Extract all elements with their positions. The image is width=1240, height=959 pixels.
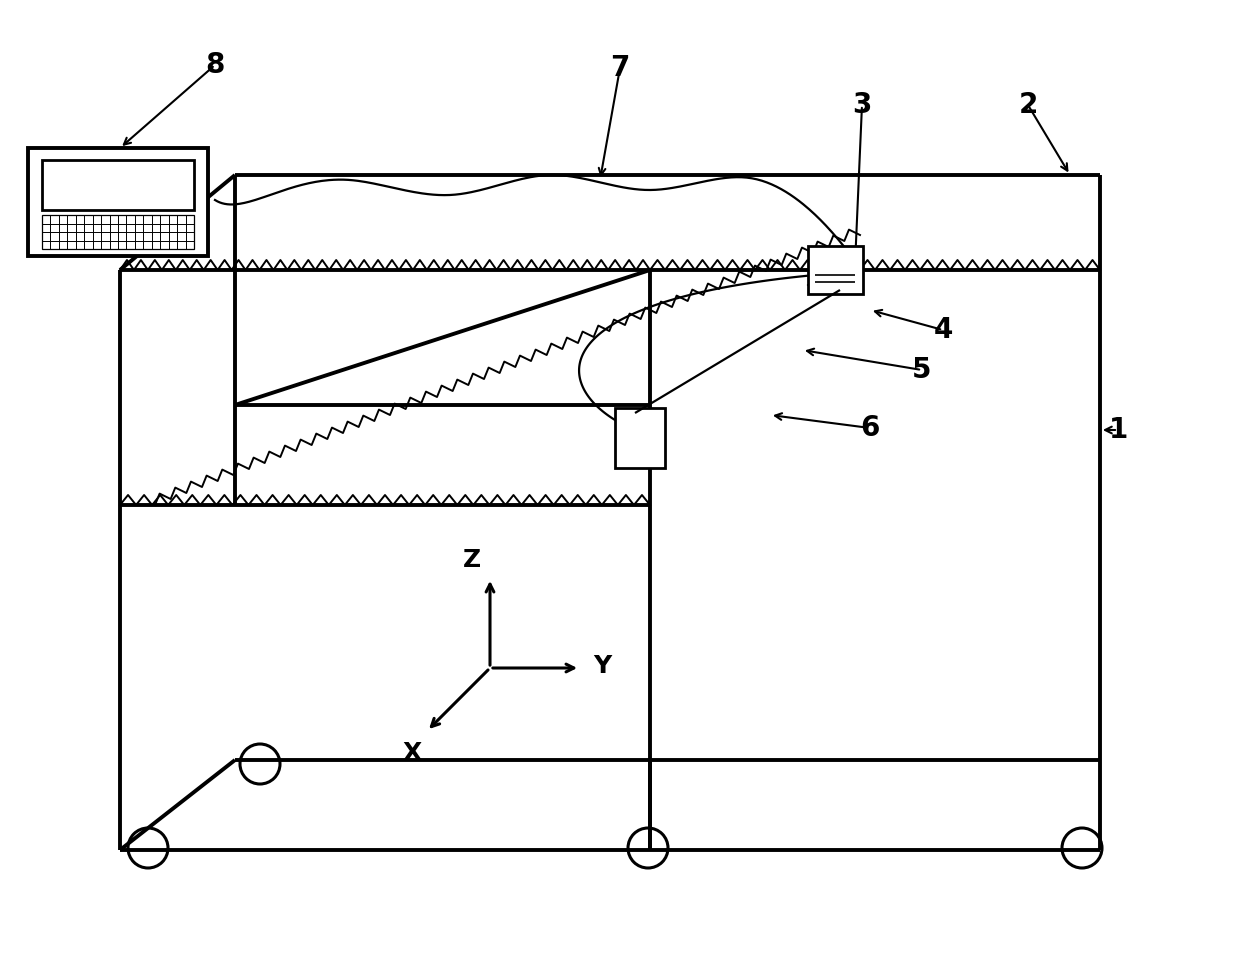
Text: 6: 6 xyxy=(861,414,879,442)
Text: 8: 8 xyxy=(206,51,224,79)
Text: 3: 3 xyxy=(852,91,872,119)
Text: 7: 7 xyxy=(610,54,630,82)
Bar xyxy=(615,408,665,468)
Bar xyxy=(42,215,193,249)
Bar xyxy=(807,246,863,294)
Text: Y: Y xyxy=(593,654,611,678)
Text: X: X xyxy=(402,741,422,765)
Text: 4: 4 xyxy=(934,316,952,344)
Bar xyxy=(29,148,208,256)
Text: 5: 5 xyxy=(913,356,931,384)
Text: Z: Z xyxy=(463,548,481,572)
Text: 2: 2 xyxy=(1018,91,1038,119)
Bar xyxy=(42,160,193,210)
Text: 1: 1 xyxy=(1109,416,1127,444)
